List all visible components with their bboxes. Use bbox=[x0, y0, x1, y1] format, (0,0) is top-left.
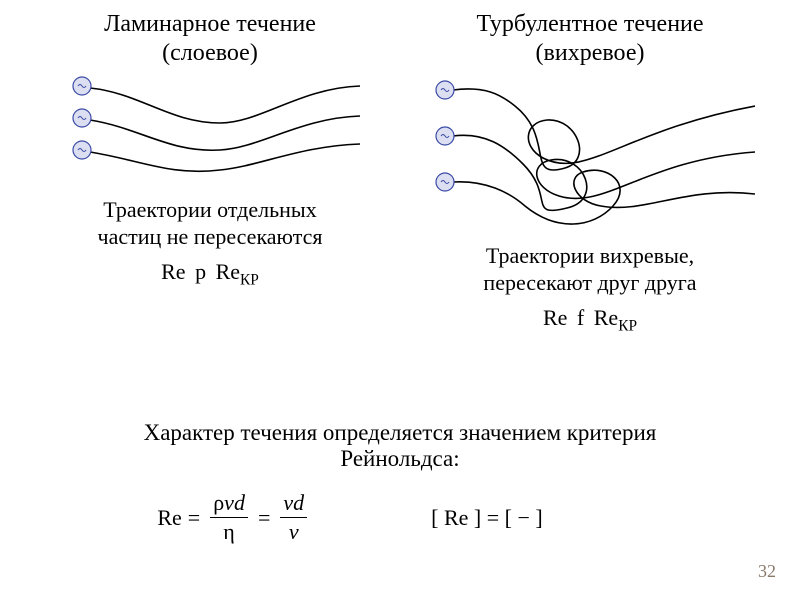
criterion-line1: Характер течения определяется значением … bbox=[144, 420, 657, 445]
v-symbol-2: v bbox=[283, 490, 293, 515]
reynolds-formula-row: Re = ρvd η = vd ν [ Re ] = [ − ] bbox=[0, 490, 800, 545]
turbulent-condition: Re f ReКР bbox=[543, 305, 637, 335]
eta-symbol: η bbox=[220, 519, 238, 545]
page-number: 32 bbox=[758, 561, 776, 582]
particle-icon bbox=[73, 141, 91, 159]
laminar-cond-lhs: Re bbox=[161, 259, 185, 284]
turbulent-caption: Траектории вихревые, пересекают друг дру… bbox=[483, 242, 696, 297]
laminar-caption: Траектории отдельных частиц не пересекаю… bbox=[98, 196, 323, 251]
turbulent-caption-line1: Траектории вихревые, bbox=[486, 243, 694, 268]
laminar-condition: Re р ReКР bbox=[161, 259, 259, 289]
streamline bbox=[90, 116, 360, 150]
v-symbol-1: v bbox=[224, 490, 234, 515]
fraction-bar-2 bbox=[280, 517, 307, 518]
laminar-flow-diagram bbox=[60, 68, 360, 178]
laminar-caption-line1: Траектории отдельных bbox=[103, 197, 316, 222]
particle-icon bbox=[436, 81, 454, 99]
turbulent-cond-lhs: Re bbox=[543, 305, 567, 330]
formula-lhs: Re bbox=[157, 505, 181, 531]
streamline bbox=[453, 170, 755, 224]
criterion-text: Характер течения определяется значением … bbox=[0, 420, 800, 472]
formula-frac1: ρvd η bbox=[210, 490, 248, 545]
streamline bbox=[453, 135, 755, 210]
laminar-title-line2: (слоевое) bbox=[162, 40, 258, 66]
nu-symbol: ν bbox=[286, 519, 302, 545]
turbulent-title-line2: (вихревое) bbox=[536, 40, 645, 66]
particle-icon bbox=[436, 173, 454, 191]
particle-icon bbox=[73, 77, 91, 95]
laminar-title: Ламинарное течение (слоевое) bbox=[104, 10, 316, 68]
laminar-title-line1: Ламинарное течение bbox=[104, 11, 316, 37]
laminar-cond-op: р bbox=[195, 259, 206, 284]
streamline bbox=[90, 86, 360, 123]
formula-frac1-num: ρvd bbox=[210, 490, 248, 516]
laminar-caption-line2: частиц не пересекаются bbox=[98, 224, 323, 249]
dimension-text: [ Re ] = [ − ] bbox=[431, 505, 543, 531]
laminar-cond-rhs: Re bbox=[216, 259, 240, 284]
reynolds-dimension: [ Re ] = [ − ] bbox=[431, 505, 543, 531]
turbulent-cond-rhs: Re bbox=[594, 305, 618, 330]
turbulent-title-line1: Турбулентное течение bbox=[476, 11, 703, 37]
formula-eq1: = bbox=[188, 505, 200, 531]
laminar-panel: Ламинарное течение (слоевое) Траектории … bbox=[50, 10, 370, 289]
streamline bbox=[90, 144, 360, 171]
particle-icon bbox=[436, 127, 454, 145]
rho-symbol: ρ bbox=[213, 490, 224, 515]
turbulent-flow-diagram bbox=[425, 68, 755, 238]
formula-frac2-num: vd bbox=[280, 490, 307, 516]
turbulent-cond-op: f bbox=[577, 305, 584, 330]
fraction-bar-1 bbox=[210, 517, 248, 518]
reynolds-formula: Re = ρvd η = vd ν bbox=[157, 490, 311, 545]
turbulent-panel: Турбулентное течение (вихревое) Траектор… bbox=[420, 10, 760, 335]
d-symbol-2: d bbox=[293, 490, 304, 515]
d-symbol-1: d bbox=[234, 490, 245, 515]
criterion-line2: Рейнольдса: bbox=[340, 446, 459, 471]
turbulent-title: Турбулентное течение (вихревое) bbox=[476, 10, 703, 68]
turbulent-cond-sub: КР bbox=[618, 317, 637, 334]
formula-eq2: = bbox=[258, 505, 270, 531]
particle-icon bbox=[73, 109, 91, 127]
laminar-cond-sub: КР bbox=[240, 271, 259, 288]
formula-frac2: vd ν bbox=[280, 490, 307, 545]
turbulent-caption-line2: пересекают друг друга bbox=[483, 270, 696, 295]
